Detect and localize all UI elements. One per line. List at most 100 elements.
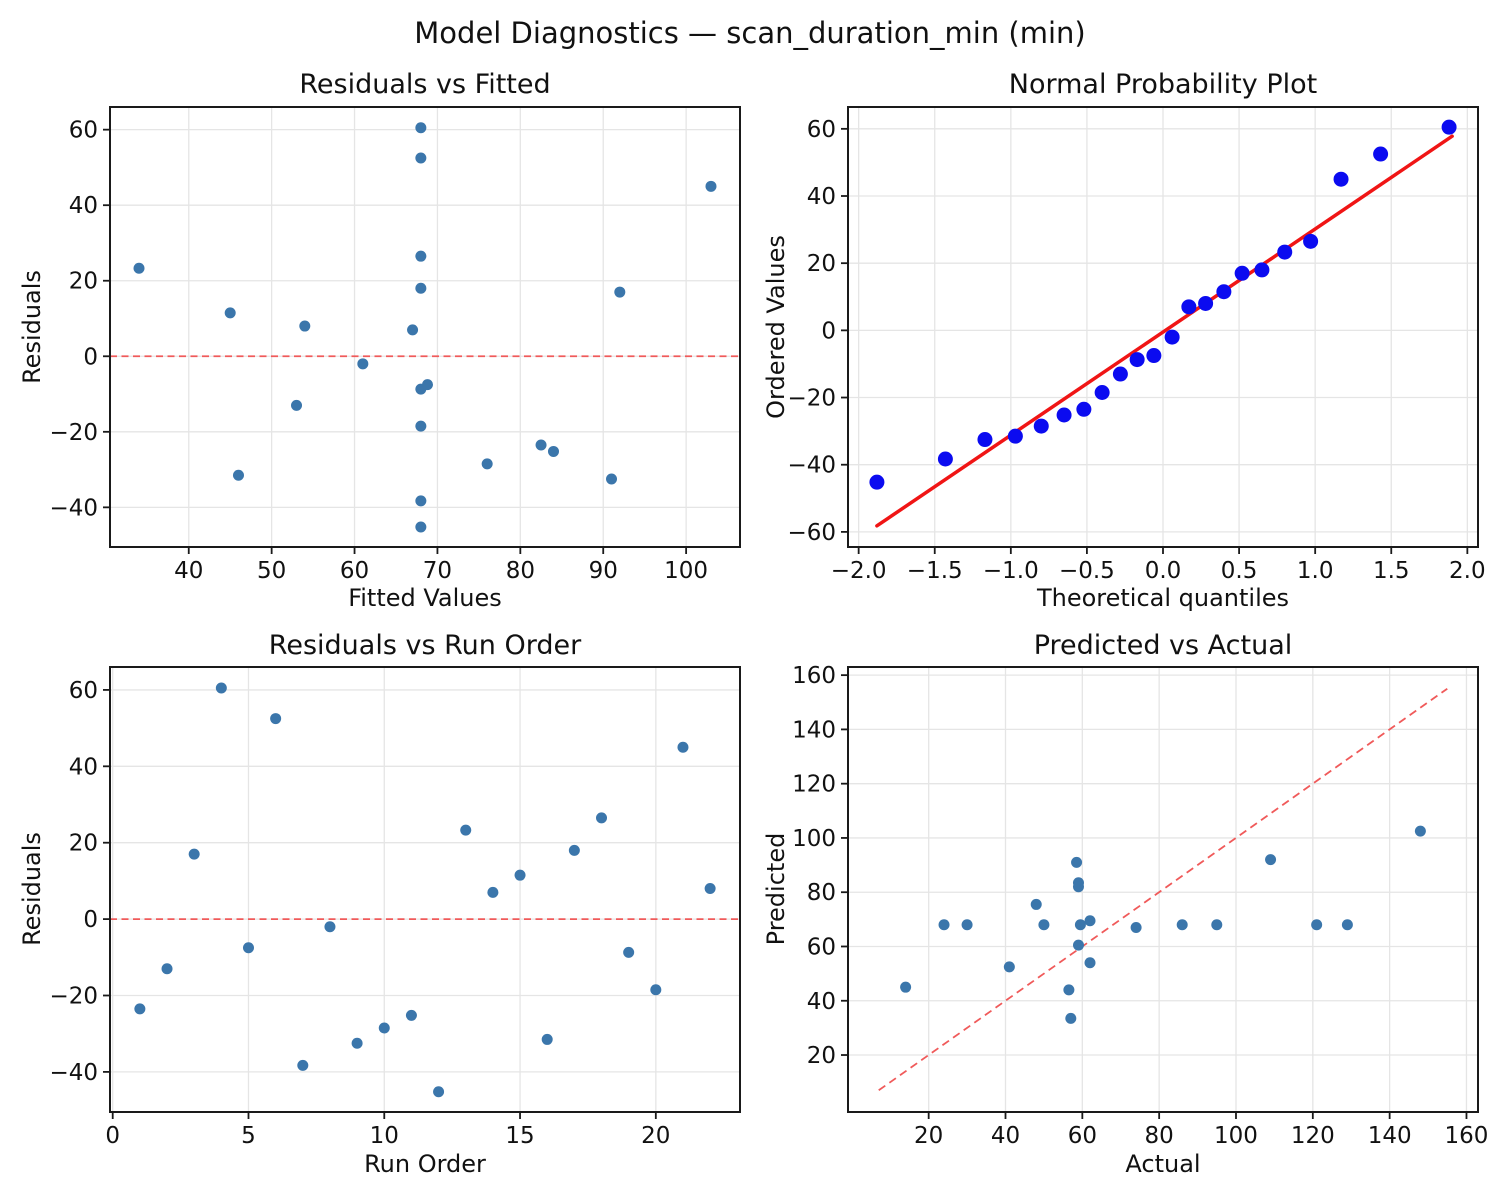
data-point — [415, 122, 427, 134]
x-tick-label: 10 — [370, 1123, 399, 1149]
qq-fit-line — [875, 134, 1454, 528]
x-tick-label: 40 — [991, 1123, 1020, 1149]
plot-residuals-vs-run-order: Residuals vs Run Order Run Order Residua… — [18, 630, 741, 1178]
y-tick-label: 60 — [807, 934, 836, 960]
y-tick-label: −40 — [49, 1060, 98, 1086]
data-point — [415, 420, 427, 432]
x-tick-label: 60 — [340, 558, 369, 584]
data-point — [938, 919, 950, 931]
residuals-vs-run-order-xlabel: Run Order — [364, 1150, 486, 1178]
y-tick-label: −20 — [787, 386, 836, 412]
y-tick-label: 40 — [69, 193, 98, 219]
residuals-vs-run-order-canvas: 0 5 10 15 20 −40 −20 0 20 40 60 — [49, 666, 741, 1149]
data-point — [1130, 921, 1142, 933]
x-tick-label: −2.0 — [831, 558, 887, 584]
x-tick-label: 0.0 — [1145, 558, 1182, 584]
x-tick-label: 100 — [1214, 1123, 1258, 1149]
figure-suptitle: Model Diagnostics — scan_duration_min (m… — [414, 16, 1085, 50]
x-tick-label: 15 — [505, 1123, 534, 1149]
x-tick-label: 90 — [589, 558, 618, 584]
data-point — [977, 432, 993, 448]
data-point — [421, 379, 433, 391]
y-tick-label: 80 — [807, 880, 836, 906]
data-point — [1311, 919, 1323, 931]
x-tick-label: 160 — [1445, 1123, 1489, 1149]
data-point — [514, 869, 526, 881]
data-point — [161, 963, 173, 975]
data-point — [433, 1086, 445, 1098]
x-tick-label: 1.5 — [1373, 558, 1410, 584]
data-point — [1112, 366, 1128, 382]
data-point — [869, 474, 885, 490]
plot-residuals-vs-fitted: Residuals vs Fitted Fitted Values Residu… — [18, 69, 741, 612]
data-point — [351, 1037, 363, 1049]
y-tick-label: 40 — [807, 184, 836, 210]
data-point — [1441, 119, 1457, 135]
y-tick-label: 160 — [792, 663, 836, 689]
data-point — [1084, 915, 1096, 927]
y-tick-label: 60 — [807, 117, 836, 143]
identity-line — [878, 687, 1448, 1092]
data-point — [623, 946, 635, 958]
data-point — [900, 981, 912, 993]
data-point — [1063, 984, 1075, 996]
axes-spines — [109, 106, 741, 548]
x-tick-label: 5 — [241, 1123, 256, 1149]
x-tick-label: 140 — [1368, 1123, 1412, 1149]
normal-probability-xlabel: Theoretical quantiles — [1036, 584, 1289, 612]
data-point — [937, 451, 953, 467]
x-tick-label: 20 — [914, 1123, 943, 1149]
data-point — [481, 458, 493, 470]
axes-spines — [847, 666, 1479, 1113]
x-tick-label: 100 — [664, 558, 708, 584]
data-point — [606, 473, 618, 485]
data-point — [1030, 898, 1042, 910]
axes-spines — [109, 666, 741, 1113]
data-point — [1072, 881, 1084, 893]
x-tick-label: −1.5 — [907, 558, 963, 584]
x-tick-label: 40 — [174, 558, 203, 584]
data-point — [1373, 146, 1389, 162]
data-point — [1003, 961, 1015, 973]
data-point — [1211, 919, 1223, 931]
data-point — [1033, 418, 1049, 434]
data-point — [1065, 1012, 1077, 1024]
data-point — [460, 824, 472, 836]
y-tick-label: 40 — [807, 989, 836, 1015]
data-point — [299, 320, 311, 332]
y-tick-label: 120 — [792, 772, 836, 798]
data-point — [1277, 244, 1293, 260]
data-point — [1146, 348, 1162, 364]
data-point — [1076, 401, 1092, 417]
data-point — [704, 883, 716, 895]
data-point — [650, 984, 662, 996]
y-tick-label: 20 — [69, 269, 98, 295]
data-point — [1176, 919, 1188, 931]
data-point — [415, 250, 427, 262]
data-point — [1072, 939, 1084, 951]
data-point — [1056, 407, 1072, 423]
data-point — [297, 1059, 309, 1071]
data-point — [1038, 919, 1050, 931]
x-tick-label: 50 — [257, 558, 286, 584]
plot-normal-probability: Normal Probability Plot Theoretical quan… — [762, 69, 1486, 612]
x-tick-label: 70 — [423, 558, 452, 584]
normal-probability-title: Normal Probability Plot — [1009, 69, 1317, 100]
y-tick-label: −20 — [49, 983, 98, 1009]
residuals-vs-run-order-title: Residuals vs Run Order — [269, 630, 582, 661]
data-point — [1198, 295, 1214, 311]
data-point — [677, 741, 689, 753]
predicted-vs-actual-xlabel: Actual — [1125, 1150, 1200, 1178]
predicted-vs-actual-title: Predicted vs Actual — [1034, 630, 1293, 661]
data-point — [1234, 265, 1250, 281]
y-tick-label: 0 — [821, 318, 836, 344]
x-tick-label: 20 — [641, 1123, 670, 1149]
data-point — [415, 152, 427, 164]
y-tick-label: 40 — [69, 754, 98, 780]
data-point — [547, 445, 559, 457]
data-point — [1181, 299, 1197, 315]
normal-probability-ylabel: Ordered Values — [762, 235, 790, 419]
residuals-vs-fitted-title: Residuals vs Fitted — [299, 69, 550, 100]
data-point — [357, 358, 369, 370]
